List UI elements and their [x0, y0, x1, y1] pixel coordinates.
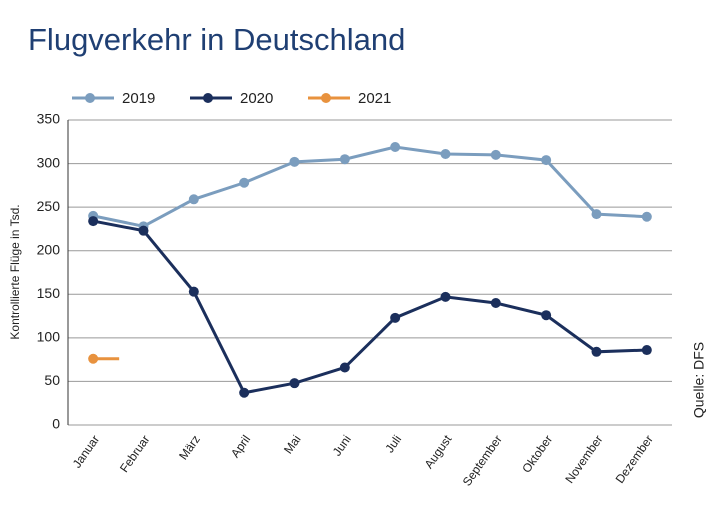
y-tick-label: 300	[37, 154, 61, 170]
x-tick-label: Juli	[382, 433, 404, 456]
legend-label: 2021	[358, 90, 391, 107]
data-point	[289, 156, 300, 167]
x-tick-label: Januar	[70, 433, 103, 471]
x-tick-label: Oktober	[519, 433, 555, 476]
data-point	[239, 387, 250, 398]
x-tick-label: Februar	[117, 433, 153, 475]
series-line	[92, 219, 647, 395]
y-tick-label: 350	[37, 111, 61, 127]
y-tick-label: 150	[37, 285, 61, 301]
data-point	[188, 286, 199, 297]
x-tick-label: Dezember	[613, 433, 656, 486]
y-tick-label: 250	[37, 198, 61, 214]
data-point	[440, 148, 451, 159]
legend-marker	[85, 93, 95, 103]
series-line	[92, 145, 647, 228]
data-point	[490, 298, 501, 308]
data-point	[541, 155, 552, 166]
data-point	[339, 154, 350, 165]
data-point	[641, 211, 652, 222]
x-tick-label: September	[460, 433, 505, 489]
legend-label: 2020	[240, 90, 273, 107]
data-point	[591, 209, 602, 220]
legend-marker	[321, 93, 331, 103]
y-tick-label: 50	[44, 372, 60, 388]
data-point	[289, 378, 300, 389]
x-tick-label: März	[176, 433, 203, 463]
x-tick-label: November	[562, 433, 605, 486]
x-tick-label: Mai	[281, 433, 304, 457]
y-tick-label: 200	[37, 241, 61, 257]
x-tick-label: April	[228, 433, 253, 461]
legend-label: 2019	[122, 90, 155, 107]
data-point	[641, 345, 652, 356]
y-axis-label: Kontrollierte Flüge in Tsd.	[8, 204, 22, 339]
x-tick-label: August	[422, 432, 455, 471]
data-point	[440, 291, 451, 302]
data-point	[541, 310, 552, 321]
data-point	[339, 362, 350, 373]
data-point	[88, 216, 99, 227]
data-point	[239, 177, 250, 188]
data-point	[490, 149, 501, 160]
data-point	[390, 142, 401, 153]
chart-title: Flugverkehr in Deutschland	[28, 22, 405, 57]
source: Quelle: DFS	[691, 342, 707, 418]
data-point	[138, 225, 149, 236]
y-tick-label: 0	[52, 416, 60, 432]
data-point	[591, 346, 602, 357]
data-point	[188, 194, 199, 205]
x-tick-label: Juni	[330, 433, 354, 459]
legend-marker	[203, 93, 213, 103]
data-point	[390, 312, 401, 323]
data-point	[88, 353, 99, 364]
y-tick-label: 100	[37, 329, 61, 345]
